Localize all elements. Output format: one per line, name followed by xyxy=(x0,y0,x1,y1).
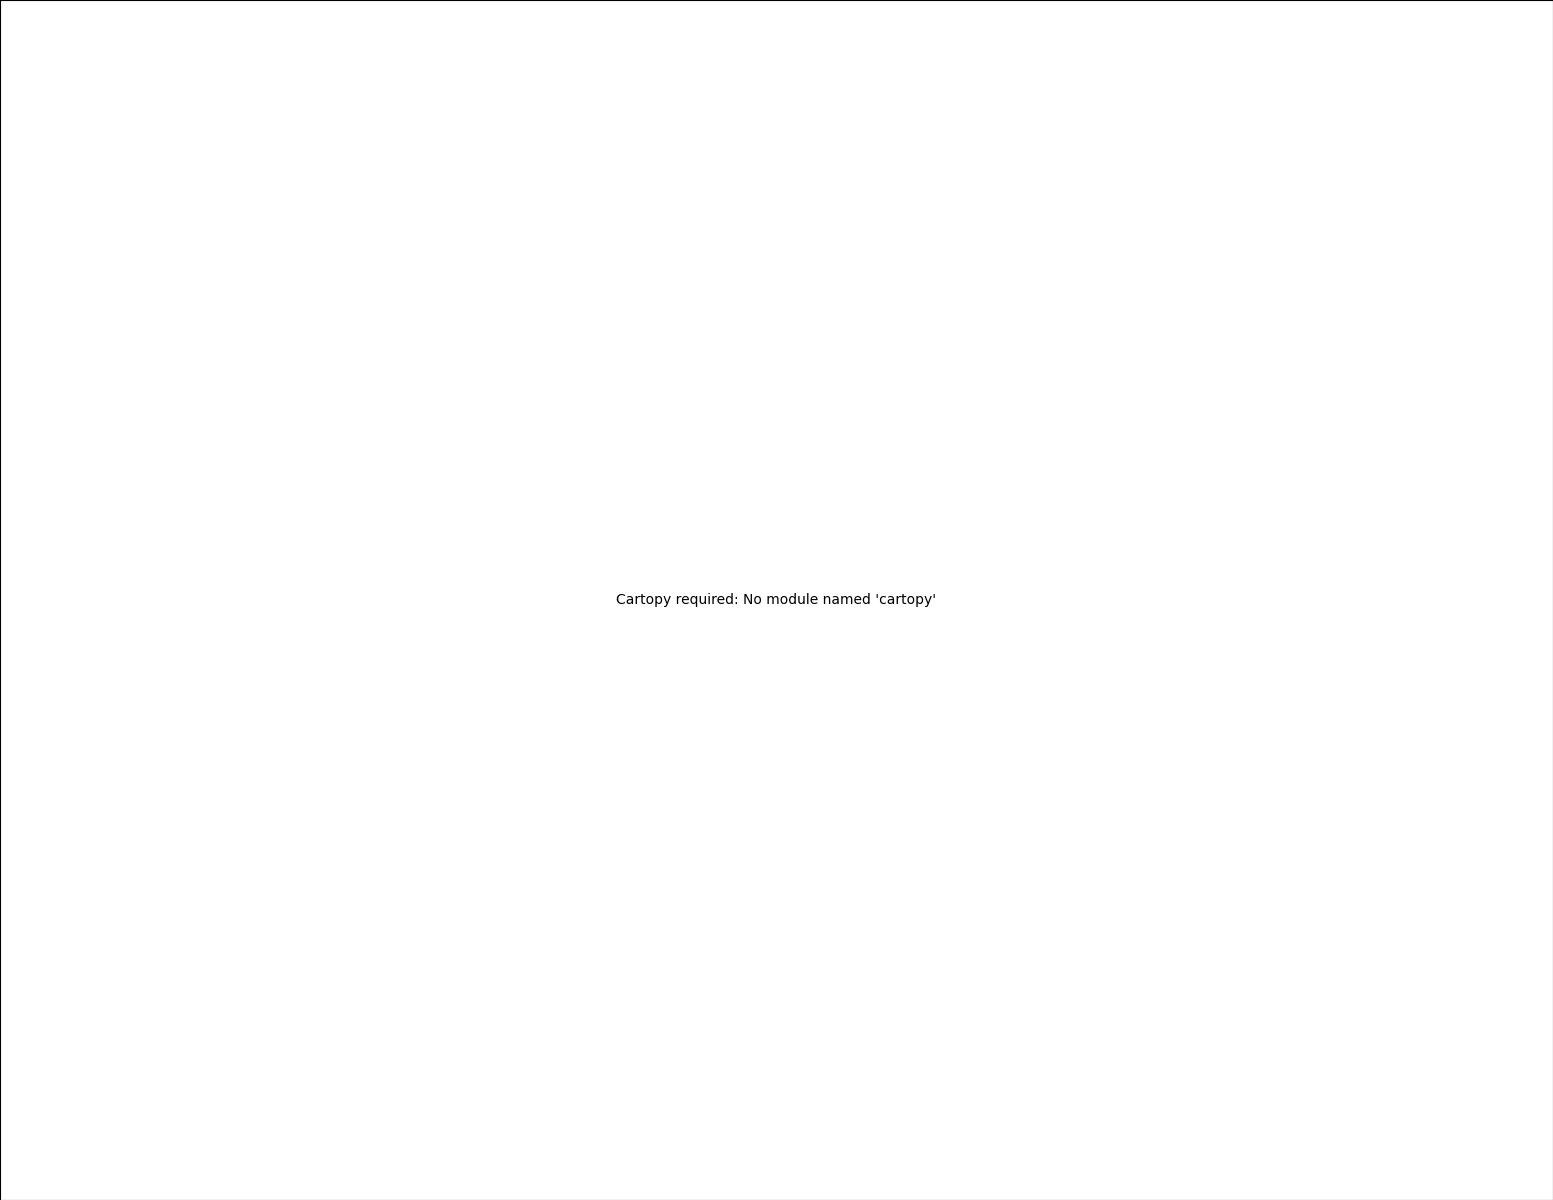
Text: Cartopy required: No module named 'cartopy': Cartopy required: No module named 'carto… xyxy=(617,593,936,607)
